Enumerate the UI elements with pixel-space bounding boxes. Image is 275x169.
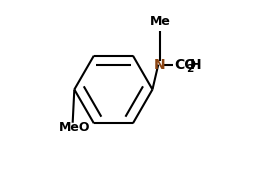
Text: MeO: MeO xyxy=(59,121,90,134)
Text: H: H xyxy=(189,58,201,71)
Text: N: N xyxy=(154,58,166,71)
Text: 2: 2 xyxy=(186,64,194,74)
Text: Me: Me xyxy=(150,15,170,28)
Text: CO: CO xyxy=(174,58,196,71)
